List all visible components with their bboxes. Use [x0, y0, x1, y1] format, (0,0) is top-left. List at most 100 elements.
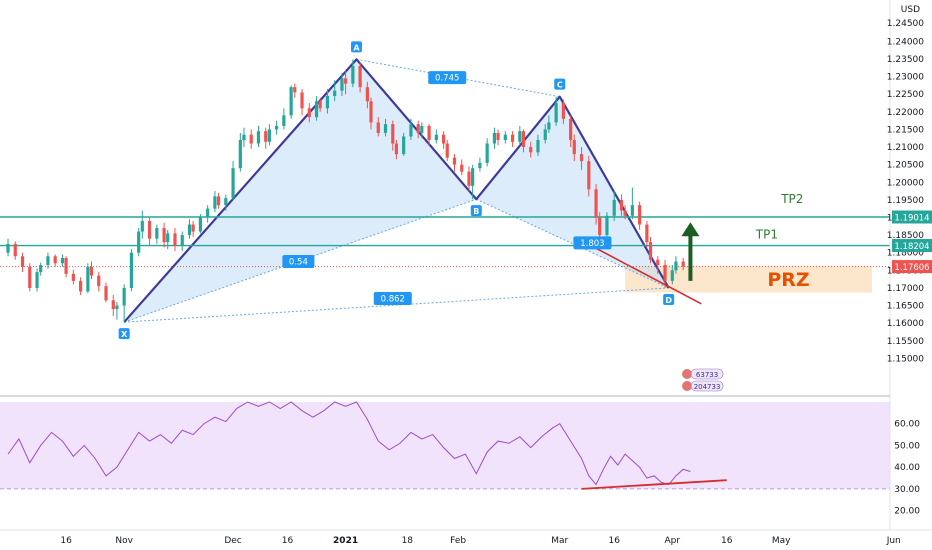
rsi-tick-label: 40.00 [894, 463, 920, 473]
price-tick-label: 1.24000 [887, 37, 924, 47]
candle-body [442, 134, 446, 144]
rsi-tick-label: 50.00 [894, 441, 920, 451]
candle-body [445, 143, 449, 158]
candle-body [115, 305, 119, 310]
candle-body [318, 101, 322, 109]
candle-body [452, 157, 457, 165]
candle-body [267, 129, 271, 142]
candle-body [554, 103, 558, 123]
ratio-badge [373, 292, 412, 306]
candle-body [416, 124, 420, 133]
pattern-point-label: X [121, 330, 128, 339]
level-price-label: 1.19014 [894, 213, 929, 223]
candle-body [587, 161, 591, 190]
pattern-legs [123, 58, 670, 323]
price-tick-label: 1.19500 [887, 196, 924, 206]
level-price-label: 1.17606 [894, 263, 929, 273]
price-tick-label: 1.24500 [887, 19, 924, 29]
time-tick-label: 18 [402, 536, 414, 546]
candle-body [293, 87, 297, 93]
price-tick-label: 1.20500 [887, 161, 924, 171]
candle-body [434, 134, 438, 140]
candle-body [71, 273, 75, 281]
tp1-label: TP1 [755, 228, 778, 242]
candle-body [307, 108, 311, 118]
pattern-point-badge [663, 293, 675, 305]
candle-body [496, 132, 500, 140]
candle-body [6, 243, 10, 253]
time-tick-label: Jun [886, 536, 901, 546]
candle-body [536, 140, 540, 153]
candle-body [249, 134, 253, 144]
pattern-point-badge [350, 41, 362, 53]
prz-label: PRZ [767, 269, 809, 291]
candle-body [623, 210, 627, 216]
price-tick-label: 1.23000 [887, 73, 924, 83]
event-badge [690, 380, 724, 392]
rsi-tick-label: 20.00 [894, 507, 920, 517]
price-tick-label: 1.23500 [887, 55, 924, 65]
time-tick-label: Dec [224, 536, 241, 546]
candle-body [630, 205, 634, 216]
plot-background [0, 402, 890, 489]
candle-body [104, 286, 108, 301]
time-tick-label: Apr [665, 536, 681, 546]
time-tick-label: 16 [60, 536, 72, 546]
price-tick-label: 1.16000 [887, 319, 924, 329]
candle-body [39, 265, 43, 273]
pattern-point-label: C [557, 81, 563, 90]
time-tick-label: May [772, 536, 791, 546]
candle-body [351, 66, 355, 84]
candle-body [191, 224, 195, 232]
price-tick-label: 1.18500 [887, 231, 924, 241]
rsi-divergence-line [581, 479, 727, 490]
candle-body [187, 224, 192, 236]
level-price-label: 1.18204 [894, 242, 929, 252]
candle-body [13, 243, 17, 257]
time-tick-label: 2021 [333, 536, 358, 546]
candle-body [391, 124, 395, 144]
pattern-point-badge [118, 328, 130, 340]
time-tick-label: 16 [608, 536, 620, 546]
candle-body [605, 215, 609, 236]
pattern-dotted-line [476, 198, 669, 289]
candle-body [238, 140, 242, 169]
candle-body [492, 132, 497, 144]
tp2-label: TP2 [780, 192, 803, 206]
candle-body [20, 256, 25, 267]
ratio-label: 1.803 [580, 239, 604, 249]
pattern-point-badge [470, 205, 482, 217]
axes[interactable]: USD [0, 0, 932, 531]
candle-body [213, 196, 217, 209]
price-tick-label: 1.20000 [887, 178, 924, 188]
candle-body [140, 221, 144, 232]
price-tick-label: 1.22500 [887, 90, 924, 100]
candle-body [467, 171, 471, 186]
candle-body [206, 208, 210, 218]
price-tick-label: 1.15000 [887, 354, 924, 364]
candle-body [420, 125, 424, 133]
ratio-badge [282, 255, 315, 269]
ratio-label: 0.54 [289, 258, 308, 268]
price-badges: 1.19014 1.18204 1.17606 [892, 210, 932, 274]
candle-body [648, 242, 653, 260]
event-flag-icon [682, 369, 693, 379]
candlesticks [6, 59, 685, 323]
candle-body [173, 233, 177, 246]
candle-body [594, 189, 598, 218]
candle-body [35, 272, 39, 288]
rsi-band [0, 402, 890, 489]
level-lines [0, 216, 890, 268]
level-price-badge [892, 260, 932, 274]
pattern-point-label: A [353, 43, 360, 52]
candle-body [111, 300, 115, 310]
candle-body [89, 266, 94, 276]
event-badge [690, 368, 724, 380]
candle-body [383, 124, 388, 133]
candle-body [64, 258, 68, 274]
event-badge-label: 63733 [696, 371, 718, 379]
price-tick-label: 1.21500 [887, 125, 924, 135]
candle-body [231, 168, 235, 199]
candle-body [510, 134, 515, 142]
